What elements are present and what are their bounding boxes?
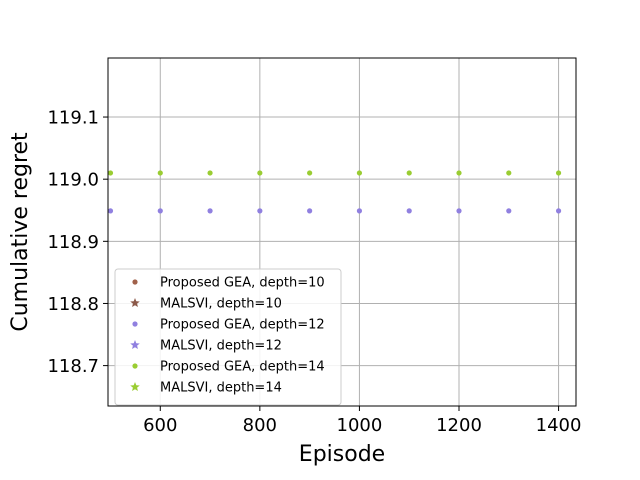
- y-tick-label: 119.0: [47, 170, 99, 191]
- data-point: [157, 170, 163, 176]
- x-tick-label: 1000: [337, 415, 383, 436]
- y-tick-label: 119.1: [47, 108, 99, 129]
- plot-frame: [107, 57, 577, 407]
- data-point: [157, 208, 163, 214]
- legend-marker: [130, 298, 140, 308]
- data-point: [207, 208, 213, 214]
- data-point: [456, 170, 462, 176]
- x-tick-label: 1400: [536, 415, 582, 436]
- y-tick-label: 118.8: [47, 294, 99, 315]
- data-point: [257, 170, 263, 176]
- grid: [108, 58, 576, 406]
- y-tick-label: 118.7: [47, 356, 99, 377]
- legend-marker: [132, 363, 138, 369]
- legend-label: Proposed GEA, depth=10: [160, 276, 325, 291]
- x-axis-label: Episode: [299, 442, 385, 467]
- legend-marker: [132, 279, 138, 285]
- legend-marker: [130, 340, 140, 350]
- data-point: [406, 170, 412, 176]
- legend-marker: [130, 382, 140, 392]
- legend-box: [114, 268, 342, 406]
- data-point: [506, 208, 512, 214]
- ticks: 600 800 1000 1200 1400 118.7 118.8 118.9 119.0 11…: [47, 108, 581, 436]
- legend-label: MALSVI, depth=10: [160, 297, 282, 312]
- x-tick-label: 600: [143, 415, 177, 436]
- data-point: [107, 208, 114, 214]
- x-tick-label: 800: [243, 415, 277, 436]
- data-point: [456, 208, 462, 214]
- x-tick-label: 1200: [436, 415, 482, 436]
- legend-marker: [132, 321, 138, 327]
- legend: Proposed GEA, depth=10 MALSVI, depth=10 Pr…: [114, 268, 342, 406]
- data-point: [257, 208, 263, 214]
- data-point: [406, 208, 412, 214]
- data-point: [356, 170, 363, 176]
- y-axis-label: Cumulative regret: [8, 132, 33, 332]
- data-point: [356, 208, 363, 214]
- y-tick-label: 118.9: [47, 232, 99, 253]
- data-point: [555, 208, 562, 214]
- data-point: [307, 208, 313, 214]
- data-point: [506, 170, 512, 176]
- data-points: [107, 170, 562, 214]
- legend-label: Proposed GEA, depth=12: [160, 318, 325, 333]
- legend-label: MALSVI, depth=12: [160, 339, 282, 354]
- legend-label: Proposed GEA, depth=14: [160, 360, 325, 375]
- data-point: [307, 170, 313, 176]
- data-point: [207, 170, 213, 176]
- data-point: [555, 170, 562, 176]
- data-point: [107, 170, 114, 176]
- legend-label: MALSVI, depth=14: [160, 381, 282, 396]
